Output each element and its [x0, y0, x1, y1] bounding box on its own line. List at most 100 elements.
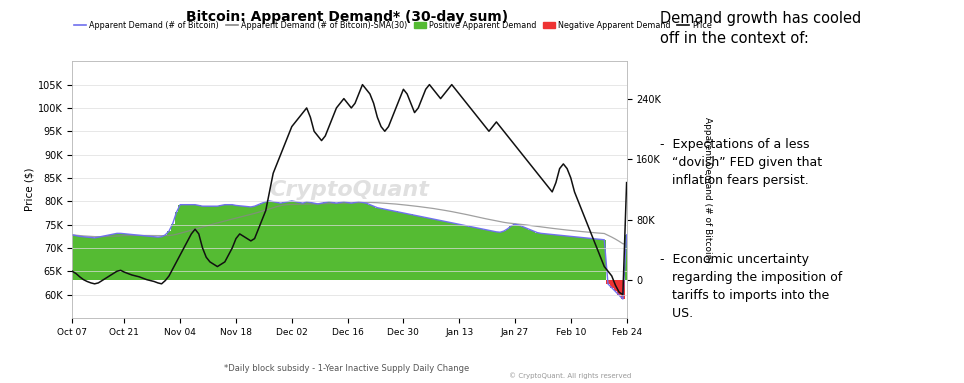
Bar	[204, 206, 208, 280]
Bar	[294, 202, 297, 280]
Bar	[130, 234, 134, 280]
Bar	[539, 233, 543, 280]
Bar	[308, 202, 312, 280]
Bar	[357, 202, 361, 280]
Bar	[182, 205, 186, 280]
Bar	[465, 226, 469, 280]
Bar	[506, 229, 509, 280]
Bar	[554, 235, 558, 280]
Bar	[416, 216, 420, 280]
Bar	[160, 237, 164, 280]
Legend: Apparent Demand (# of Bitcoin), Apparent Demand (# of Bitcoin)-SMA(30), Positive: Apparent Demand (# of Bitcoin), Apparent…	[70, 18, 715, 33]
Text: CryptoQuant: CryptoQuant	[270, 180, 429, 200]
Bar	[394, 211, 398, 280]
Bar	[461, 225, 465, 280]
Bar	[413, 215, 416, 280]
Bar	[547, 234, 550, 280]
Bar	[145, 236, 148, 280]
Bar	[286, 202, 290, 280]
Bar	[446, 222, 450, 280]
Bar	[216, 206, 219, 280]
Bar	[606, 280, 610, 284]
Bar	[431, 219, 435, 280]
Bar	[521, 227, 524, 280]
Bar	[353, 202, 357, 280]
Bar	[517, 225, 521, 280]
Bar	[193, 205, 197, 280]
Bar	[435, 220, 439, 280]
Bar	[279, 203, 282, 280]
Bar	[550, 234, 554, 280]
Bar	[152, 237, 156, 280]
Bar	[197, 205, 201, 280]
Bar	[115, 233, 119, 280]
Bar	[78, 236, 82, 280]
Bar	[249, 207, 253, 280]
Y-axis label: Price ($): Price ($)	[25, 168, 35, 211]
Bar	[498, 232, 502, 280]
Bar	[301, 203, 305, 280]
Bar	[621, 280, 625, 299]
Bar	[591, 239, 595, 280]
Bar	[282, 202, 286, 280]
Bar	[327, 202, 331, 280]
Bar	[86, 237, 89, 280]
Bar	[450, 223, 454, 280]
Bar	[342, 202, 346, 280]
Text: © CryptoQuant. All rights reserved: © CryptoQuant. All rights reserved	[509, 373, 631, 379]
Bar	[134, 235, 138, 280]
Bar	[74, 236, 78, 280]
Bar	[335, 203, 338, 280]
Bar	[483, 229, 487, 280]
Bar	[558, 235, 561, 280]
Bar	[89, 237, 93, 280]
Bar	[349, 203, 353, 280]
Bar	[502, 231, 506, 280]
Bar	[260, 203, 264, 280]
Bar	[331, 202, 335, 280]
Bar	[476, 228, 480, 280]
Bar	[178, 205, 182, 280]
Bar	[316, 204, 320, 280]
Bar	[361, 202, 364, 280]
Bar	[190, 205, 193, 280]
Bar	[580, 237, 584, 280]
Bar	[256, 205, 260, 280]
Bar	[119, 233, 122, 280]
Bar	[70, 235, 74, 280]
Bar	[565, 236, 569, 280]
Y-axis label: Apparent Demand (# of Bitcoin): Apparent Demand (# of Bitcoin)	[703, 117, 711, 262]
Bar	[617, 280, 621, 295]
Bar	[610, 280, 613, 288]
Bar	[112, 234, 115, 280]
Bar	[104, 236, 108, 280]
Bar	[491, 231, 495, 280]
Bar	[305, 202, 308, 280]
Bar	[223, 205, 227, 280]
Bar	[323, 202, 327, 280]
Bar	[242, 206, 245, 280]
Bar	[390, 211, 394, 280]
Bar	[524, 228, 528, 280]
Bar	[164, 235, 167, 280]
Bar	[346, 202, 349, 280]
Bar	[469, 227, 472, 280]
Bar	[212, 206, 216, 280]
Bar	[148, 236, 152, 280]
Bar	[576, 237, 580, 280]
Bar	[271, 202, 275, 280]
Text: -  Economic uncertainty
   regarding the imposition of
   tariffs to imports int: - Economic uncertainty regarding the imp…	[660, 253, 843, 320]
Bar	[595, 239, 599, 280]
Bar	[227, 205, 230, 280]
Bar	[141, 236, 145, 280]
Bar	[599, 239, 602, 280]
Bar	[439, 221, 442, 280]
Bar	[409, 214, 413, 280]
Bar	[264, 202, 268, 280]
Bar	[454, 224, 457, 280]
Bar	[364, 203, 368, 280]
Bar	[387, 210, 390, 280]
Bar	[602, 240, 606, 280]
Bar	[495, 232, 498, 280]
Bar	[569, 236, 573, 280]
